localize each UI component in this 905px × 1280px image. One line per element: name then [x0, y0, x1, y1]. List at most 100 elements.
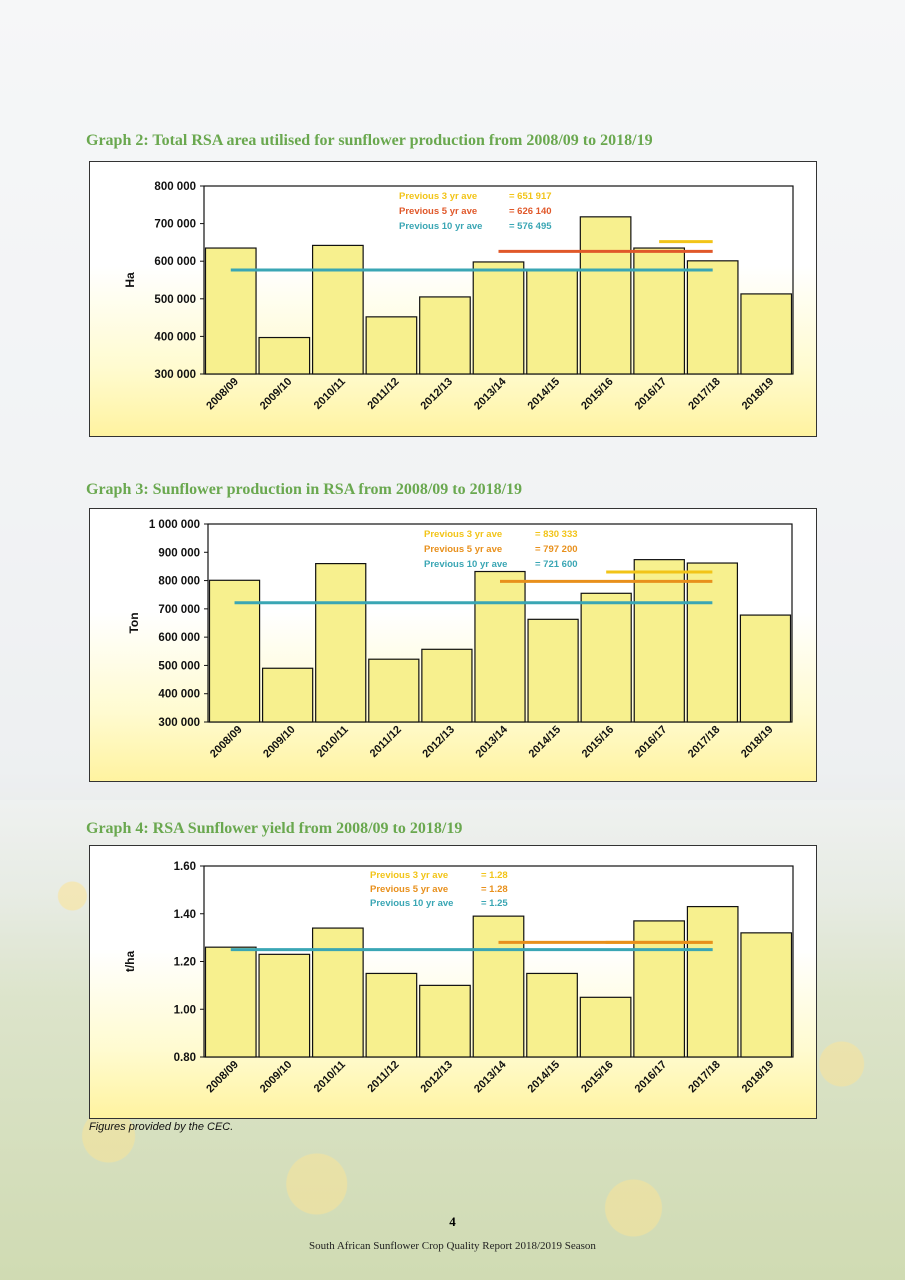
x-tick-label: 2010/11 [315, 724, 351, 760]
y-tick-label: 400 000 [158, 689, 200, 701]
bar [419, 984, 471, 1058]
bar [686, 260, 739, 375]
x-tick-label: 2011/12 [365, 1059, 401, 1095]
bar [311, 244, 364, 375]
y-tick-label: 800 000 [158, 576, 200, 588]
y-tick-label: 300 000 [154, 369, 196, 381]
x-tick-label: 2013/14 [472, 375, 509, 412]
x-tick-label: 2012/13 [420, 724, 457, 761]
bar [633, 247, 686, 375]
x-tick-label: 2012/13 [418, 376, 455, 413]
graph-3-chart: 300 000 400 000 500 000 600 000 700 000 800 0… [127, 519, 793, 761]
legend-label: Previous 10 yr ave [424, 559, 507, 570]
bar [261, 667, 314, 723]
y-tick-label: 700 000 [158, 604, 200, 616]
legend-value: = 1.28 [481, 870, 508, 881]
x-tick-label: 2012/13 [418, 1059, 455, 1096]
legend-label: Previous 3 yr ave [399, 191, 477, 202]
bar [258, 336, 311, 375]
x-tick-label: 2011/12 [365, 376, 401, 412]
bar [204, 247, 257, 375]
x-tick-label: 2015/16 [579, 376, 616, 413]
legend-value: = 721 600 [535, 559, 578, 570]
legend-value: = 797 200 [535, 544, 578, 555]
bar [472, 261, 525, 375]
graph-2-title: Graph 2: Total RSA area utilised for sun… [86, 132, 653, 149]
x-tick-label: 2016/17 [633, 376, 670, 413]
source-credit: Figures provided by the CEC. [89, 1121, 234, 1133]
page-number: 4 [449, 1214, 456, 1229]
legend-label: Previous 3 yr ave [370, 870, 448, 881]
legend-label: Previous 10 yr ave [370, 898, 453, 909]
y-axis-label: Ha [123, 272, 137, 288]
y-tick-label: 1.00 [174, 1004, 196, 1016]
y-tick-label: 1 000 000 [149, 519, 200, 531]
x-tick-label: 2014/15 [526, 1059, 563, 1096]
x-tick-label: 2017/18 [686, 724, 723, 761]
bar [526, 972, 578, 1058]
y-tick-label: 300 000 [158, 717, 200, 729]
graph-4-chart: 0.80 1.00 1.20 1.40 1.60 t/ha 2008/09 2009/10 20… [123, 861, 794, 1096]
y-axis-label: Ton [127, 612, 141, 633]
legend-value: = 576 495 [509, 221, 552, 232]
y-tick-label: 1.40 [174, 909, 196, 921]
y-tick-label: 600 000 [158, 632, 200, 644]
bar [365, 316, 418, 375]
x-tick-label: 2010/11 [312, 1059, 348, 1095]
page-footer: South African Sunflower Crop Quality Rep… [309, 1240, 596, 1252]
y-tick-label: 900 000 [158, 547, 200, 559]
y-tick-label: 500 000 [158, 660, 200, 672]
bar [739, 614, 792, 723]
bar [204, 946, 257, 1058]
y-tick-label: 0.80 [174, 1052, 196, 1064]
y-tick-label: 600 000 [154, 256, 196, 268]
bar [474, 570, 526, 723]
graph-4-title: Graph 4: RSA Sunflower yield from 2008/0… [86, 820, 463, 837]
x-tick-label: 2018/19 [739, 724, 776, 761]
x-tick-label: 2008/09 [204, 1059, 241, 1096]
graph-2-panel: 300 000 400 000 500 000 600 000 700 000 800 0… [89, 161, 817, 437]
bar [311, 927, 364, 1058]
x-tick-label: 2016/17 [633, 1059, 670, 1096]
y-tick-label: 1.60 [174, 861, 196, 873]
bar [419, 296, 471, 375]
y-tick-label: 700 000 [154, 219, 196, 231]
x-tick-label: 2015/16 [580, 724, 617, 761]
x-tick-label: 2011/12 [368, 724, 404, 760]
legend-label: Previous 5 yr ave [399, 206, 477, 217]
x-tick-label: 2013/14 [474, 723, 511, 760]
bar [472, 915, 525, 1058]
bar [740, 293, 793, 375]
graph-3-panel: 300 000 400 000 500 000 600 000 700 000 800 0… [89, 508, 817, 782]
graph-4-panel: 0.80 1.00 1.20 1.40 1.60 t/ha 2008/09 2009/10 20… [89, 845, 817, 1119]
bar [686, 562, 739, 723]
x-tick-label: 2009/10 [258, 1059, 295, 1096]
y-tick-label: 400 000 [154, 331, 196, 343]
bar [421, 648, 473, 723]
legend-label: Previous 3 yr ave [424, 529, 502, 540]
legend-label: Previous 5 yr ave [370, 884, 448, 895]
x-tick-label: 2014/15 [526, 376, 563, 413]
y-tick-label: 1.20 [174, 957, 196, 969]
legend-value: = 1.25 [481, 898, 508, 909]
bar [740, 932, 793, 1058]
x-tick-label: 2013/14 [472, 1058, 509, 1095]
x-tick-label: 2009/10 [261, 724, 298, 761]
bar [526, 268, 578, 375]
x-tick-label: 2008/09 [204, 376, 241, 413]
y-axis-label: t/ha [123, 951, 137, 973]
x-tick-label: 2017/18 [686, 1059, 723, 1096]
bar [368, 658, 420, 723]
x-tick-label: 2018/19 [740, 1059, 777, 1096]
x-tick-label: 2008/09 [208, 724, 245, 761]
legend-value: = 830 333 [535, 529, 578, 540]
bar [633, 559, 685, 723]
bar [579, 996, 632, 1058]
bar [527, 618, 579, 723]
x-tick-label: 2009/10 [258, 376, 295, 413]
x-tick-label: 2016/17 [633, 724, 670, 761]
x-tick-label: 2015/16 [579, 1059, 616, 1096]
bar [365, 972, 418, 1058]
legend-value: = 1.28 [481, 884, 508, 895]
x-tick-label: 2018/19 [740, 376, 777, 413]
